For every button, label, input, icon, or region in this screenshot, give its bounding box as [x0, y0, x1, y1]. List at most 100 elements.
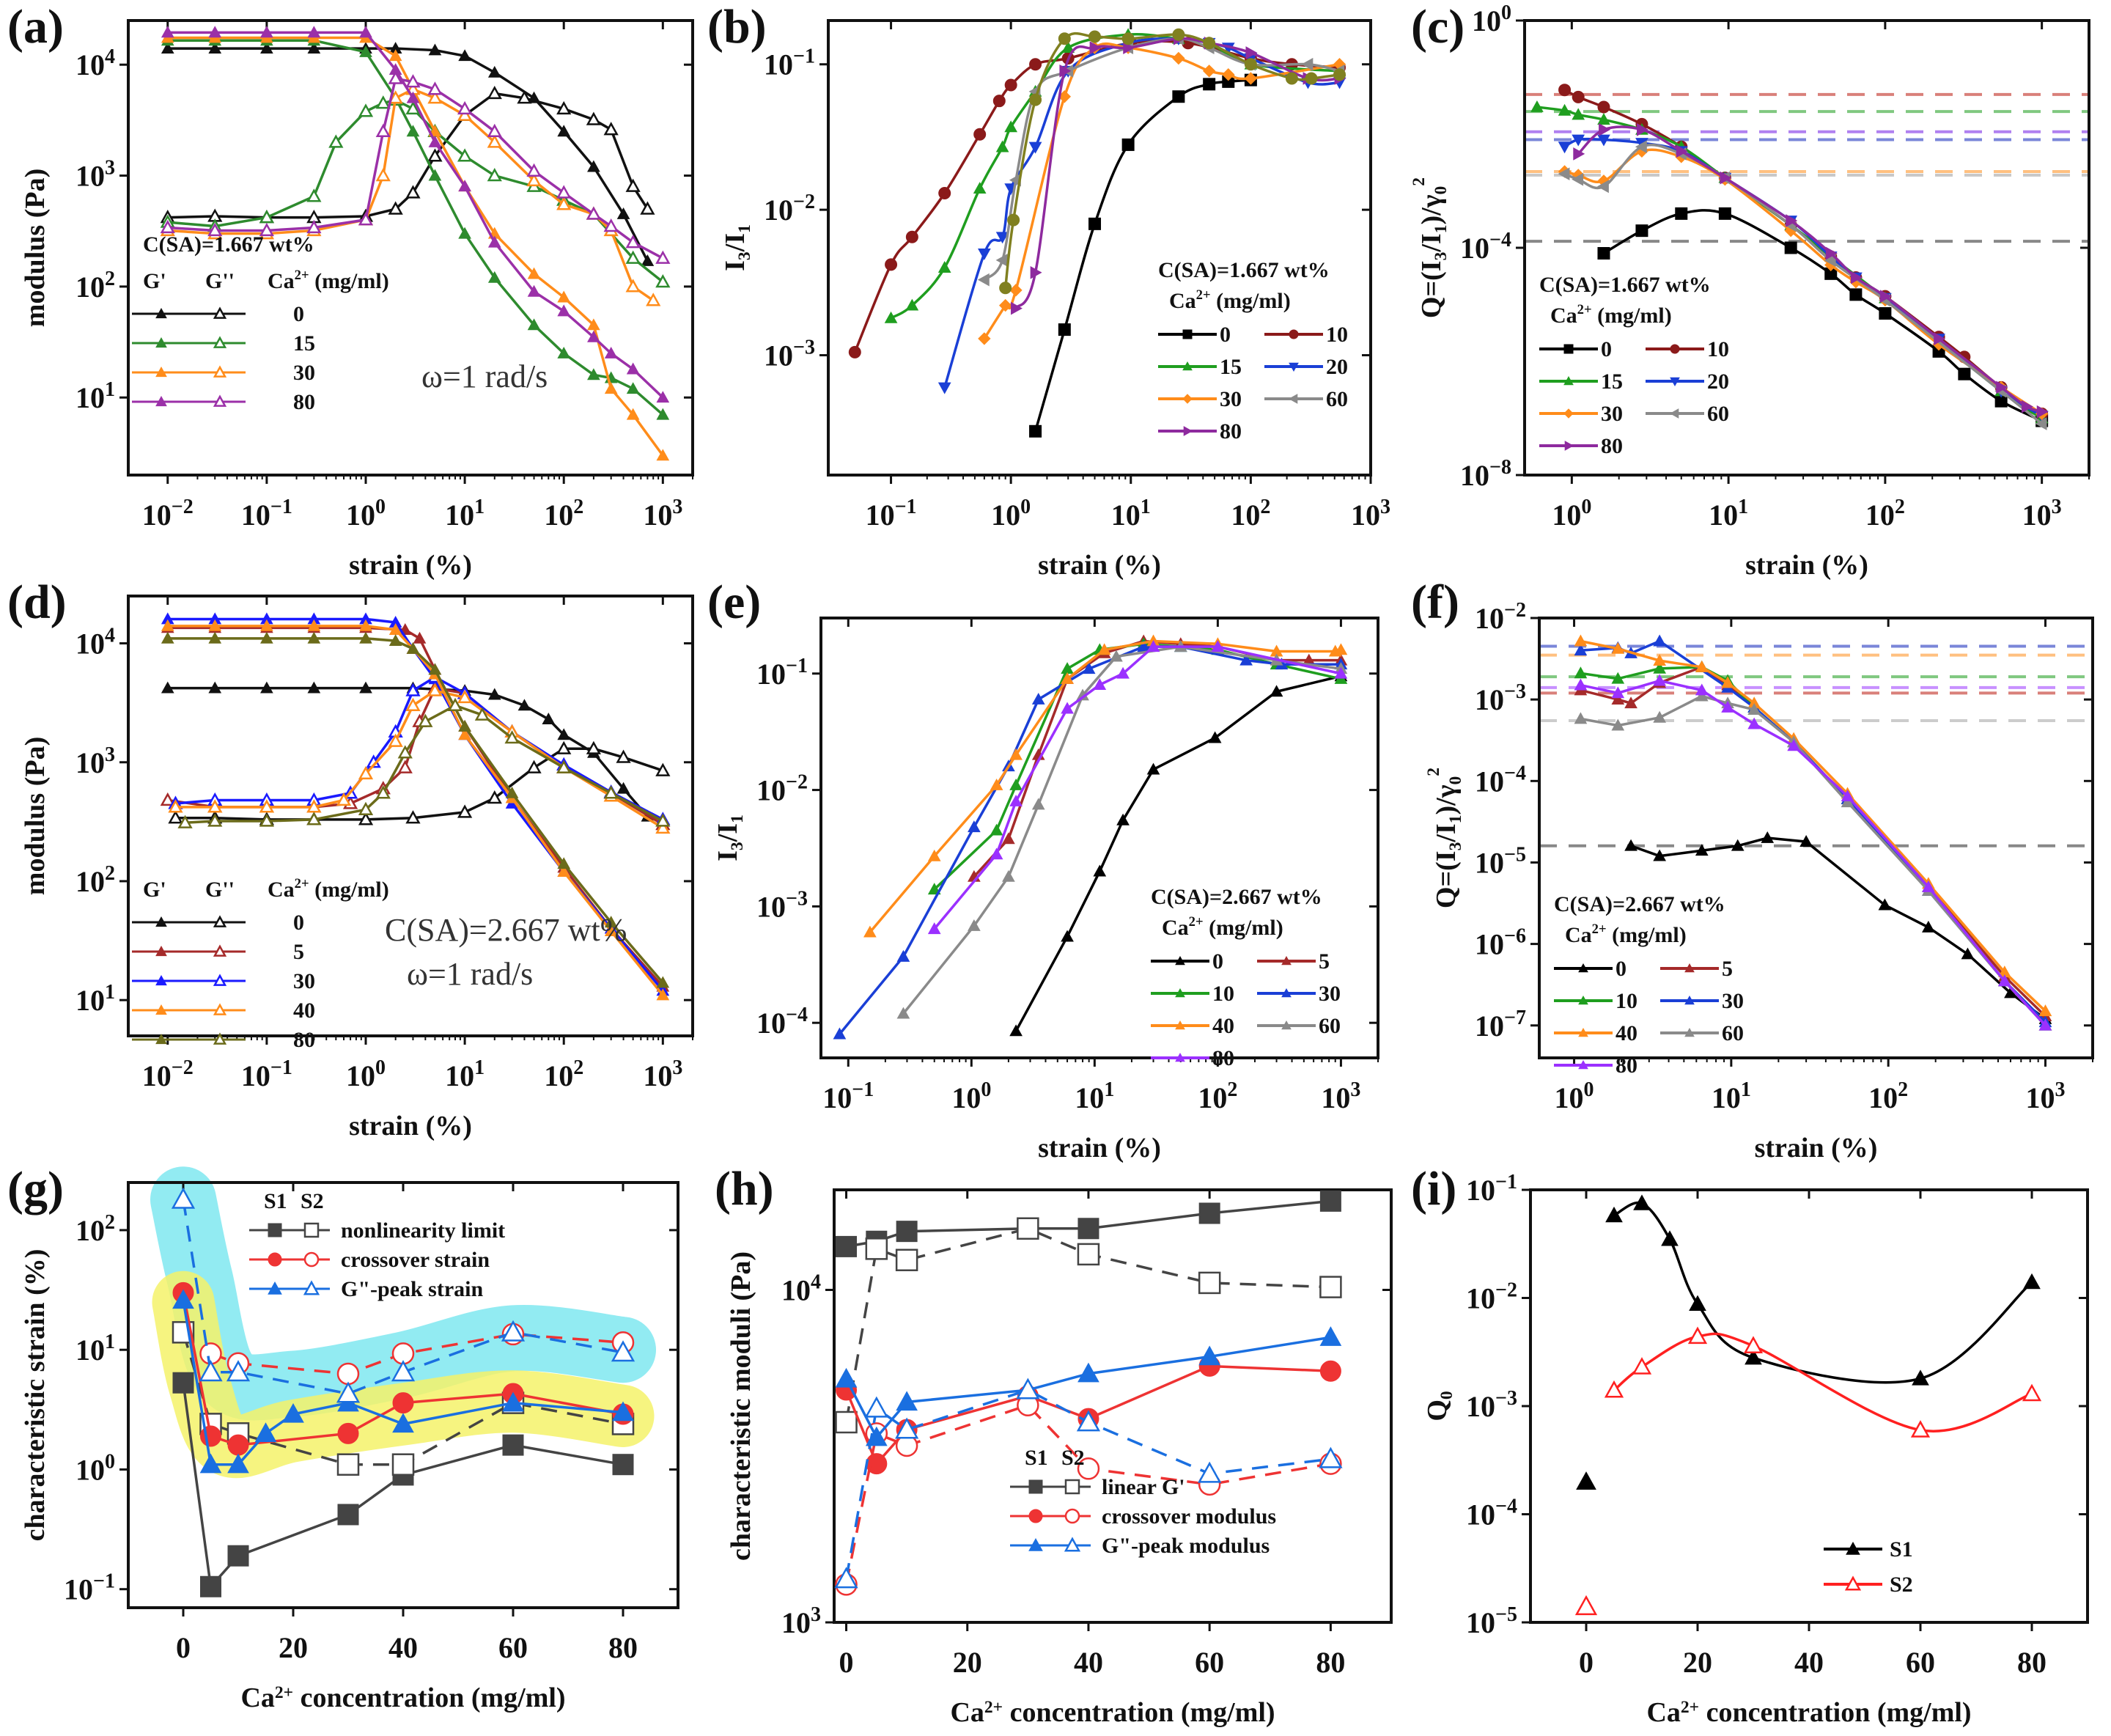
data-point — [388, 201, 403, 215]
legend-marker — [1563, 375, 1574, 386]
data-point — [405, 100, 421, 115]
data-point — [359, 26, 372, 38]
x-tick-label: 101 — [1075, 1078, 1114, 1114]
data-point — [418, 713, 433, 727]
y-tick-label: 101 — [75, 981, 115, 1017]
x-tick-label: 102 — [1198, 1078, 1237, 1114]
y-tick-label: 10−3 — [1466, 1387, 1517, 1423]
x-axis-title: strain (%) — [1038, 1133, 1161, 1163]
series-line — [167, 39, 664, 416]
data-point — [306, 812, 322, 825]
data-point — [625, 279, 641, 293]
data-point — [604, 924, 618, 937]
data-point — [865, 1237, 888, 1260]
legend-header-gdoubleprime: G'' — [205, 878, 235, 902]
legend-header-s1: S1 — [1025, 1446, 1048, 1470]
legend-entry: 40 — [1616, 1021, 1637, 1045]
panel-h: (h) 0 20 40 60 80 103 104 Ca2+​ concentration (m… — [715, 1162, 1393, 1728]
data-point — [1301, 57, 1314, 71]
data-point — [1093, 864, 1107, 877]
data-point — [2038, 1004, 2052, 1017]
legend-marker — [155, 366, 167, 378]
data-point — [884, 311, 898, 323]
data-point — [397, 760, 413, 773]
data-point — [487, 85, 502, 100]
data-point — [1695, 844, 1709, 856]
y-axis-title: Q=(I3​/I1​)/γ0​2​ — [1424, 768, 1465, 908]
data-point — [306, 188, 322, 202]
y-axis-title: modulus (Pa) — [20, 737, 51, 895]
y-tick-label: 10−2 — [1466, 1279, 1517, 1315]
data-point — [1745, 1349, 1762, 1365]
data-point — [587, 330, 600, 342]
data-point — [517, 699, 531, 711]
data-point — [487, 167, 502, 182]
data-point — [938, 187, 951, 200]
legend-marker — [213, 944, 227, 957]
data-point — [1121, 138, 1135, 151]
legend-entry: G"-peak strain — [341, 1277, 483, 1301]
data-point — [1558, 167, 1570, 181]
data-point — [1558, 141, 1572, 154]
x-tick-label: 103 — [1351, 496, 1390, 532]
legend-marker — [1182, 361, 1193, 371]
legend-marker — [1028, 1509, 1043, 1523]
data-point — [358, 765, 374, 780]
data-point — [405, 810, 421, 824]
data-point — [1121, 32, 1135, 45]
data-point — [1922, 880, 1935, 892]
data-point — [1687, 1326, 1708, 1345]
data-point — [1334, 643, 1348, 655]
data-point — [1319, 1360, 1341, 1382]
data-point — [556, 760, 572, 773]
data-point — [413, 631, 427, 644]
data-point — [259, 799, 275, 813]
data-point — [161, 26, 174, 38]
data-point — [612, 1401, 634, 1421]
data-point — [1031, 798, 1045, 810]
data-point — [172, 1372, 194, 1394]
data-point — [336, 1362, 360, 1386]
data-point — [337, 1504, 359, 1526]
data-point — [208, 681, 222, 694]
legend-entry: 5 — [1722, 957, 1733, 981]
data-point — [1611, 718, 1625, 731]
data-point — [616, 749, 631, 763]
data-point — [1825, 246, 1838, 260]
legend-marker — [1670, 377, 1680, 387]
data-point — [1029, 93, 1042, 106]
data-point — [1850, 271, 1863, 284]
data-point — [427, 81, 443, 95]
y-tick-label: 10−4 — [1460, 229, 1511, 265]
data-point — [834, 1567, 858, 1589]
data-point — [307, 631, 321, 644]
data-point — [612, 1454, 634, 1476]
panel-g: (g) 0 20 40 60 80 10−1 100 101 102 Ca2+​ concentra… — [7, 1162, 679, 1713]
data-point — [1611, 672, 1625, 684]
data-point — [1198, 1271, 1221, 1295]
data-point — [1305, 72, 1318, 85]
y-tick-label: 10−4 — [1466, 1496, 1517, 1531]
data-point — [557, 304, 571, 317]
data-point — [1747, 717, 1761, 729]
legend-entry: 30 — [1319, 982, 1341, 1006]
data-point — [990, 847, 1003, 860]
data-point — [1878, 898, 1892, 911]
x-tick-label: 100 — [346, 1056, 386, 1092]
y-axis-title: modulus (Pa) — [20, 169, 51, 327]
legend-entry: 30 — [293, 361, 315, 385]
data-point — [1653, 849, 1666, 861]
data-point — [656, 408, 670, 420]
data-point — [1695, 689, 1709, 702]
plot-frame — [127, 19, 694, 477]
data-point — [337, 1422, 359, 1444]
data-point — [542, 713, 556, 724]
data-point — [1009, 778, 1023, 790]
data-point — [359, 45, 372, 57]
panel-d: (d) 10−2 10−1 100 101 102 103 101 102 103 104 strai… — [7, 575, 694, 1141]
data-point — [1635, 224, 1648, 238]
annotation-frequency: ω=1 rad/s — [407, 956, 533, 992]
data-point — [1574, 634, 1588, 647]
legend-entry: 80 — [293, 1028, 315, 1052]
panel-label: (d) — [7, 575, 67, 629]
